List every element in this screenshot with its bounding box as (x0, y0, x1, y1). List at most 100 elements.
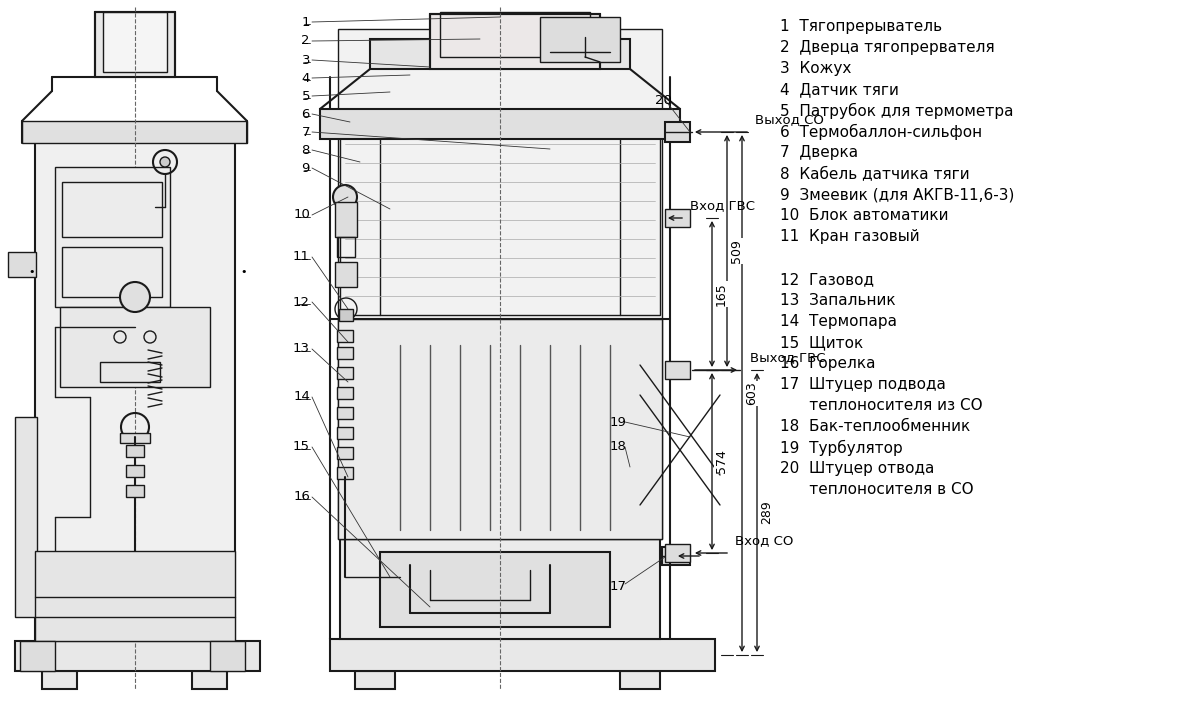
Bar (337, 407, 353, 419)
Bar (665, 361, 690, 379)
Text: 289: 289 (760, 500, 773, 524)
Bar (335, 262, 358, 287)
Text: 5  Патрубок для термометра: 5 Патрубок для термометра (780, 103, 1014, 119)
Bar (62, 182, 162, 237)
Bar (662, 547, 690, 565)
Bar (540, 17, 620, 62)
Bar (665, 544, 690, 562)
Bar (337, 467, 353, 479)
Bar (665, 122, 690, 142)
Text: 14  Термопара: 14 Термопара (780, 314, 897, 329)
Bar (320, 109, 680, 139)
Text: Вход СО: Вход СО (735, 534, 793, 548)
Bar (62, 247, 162, 297)
Bar (337, 237, 355, 257)
Bar (337, 29, 662, 539)
Text: 20: 20 (655, 93, 671, 107)
Bar (337, 330, 353, 342)
Text: Выход СО: Выход СО (755, 113, 824, 126)
Bar (337, 367, 353, 379)
Text: 4  Датчик тяги: 4 Датчик тяги (780, 82, 899, 97)
Text: 15: 15 (292, 440, 310, 453)
Text: 165: 165 (715, 282, 728, 306)
Bar (54, 167, 170, 307)
Text: 574: 574 (715, 450, 728, 473)
Text: 17  Штуцер подвода: 17 Штуцер подвода (780, 377, 946, 392)
Text: 9  Змеевик (для АКГВ-11,6-3): 9 Змеевик (для АКГВ-11,6-3) (780, 187, 1015, 202)
Text: 20  Штуцер отвода: 20 Штуцер отвода (780, 461, 934, 476)
Bar (665, 209, 690, 227)
Text: 3  Кожух: 3 Кожух (780, 61, 851, 76)
Bar (22, 121, 247, 143)
Bar (620, 671, 659, 689)
Text: 18: 18 (610, 440, 626, 453)
Text: 7  Дверка: 7 Дверка (780, 145, 858, 160)
Bar (337, 447, 353, 459)
Bar (380, 552, 610, 627)
Text: 2  Дверца тягопрервателя: 2 Дверца тягопрервателя (780, 40, 995, 55)
Bar (335, 202, 358, 237)
Text: 10: 10 (294, 209, 310, 222)
Text: 1: 1 (302, 16, 310, 29)
Bar (20, 641, 54, 671)
Circle shape (160, 157, 170, 167)
Text: 6: 6 (302, 108, 310, 120)
Text: 7: 7 (302, 125, 310, 138)
Text: 11  Кран газовый: 11 Кран газовый (780, 229, 920, 244)
Bar (355, 671, 395, 689)
Text: •: • (28, 267, 34, 277)
Bar (103, 12, 167, 72)
Text: 16  Горелка: 16 Горелка (780, 356, 875, 371)
Bar (99, 362, 160, 382)
Bar (440, 12, 590, 57)
Bar (126, 445, 144, 457)
Bar (192, 671, 227, 689)
Text: 13  Запальник: 13 Запальник (780, 293, 895, 308)
Text: Выход ГВС: Выход ГВС (749, 351, 825, 364)
Bar (337, 347, 353, 359)
Text: 15  Щиток: 15 Щиток (780, 335, 863, 350)
Text: 13: 13 (292, 343, 310, 356)
Bar (337, 387, 353, 399)
Bar (340, 539, 659, 639)
Text: 1  Тягопрерыватель: 1 Тягопрерыватель (780, 19, 942, 34)
Text: 14: 14 (294, 391, 310, 404)
Text: 16: 16 (294, 490, 310, 503)
Text: 8: 8 (302, 143, 310, 156)
Bar (337, 319, 662, 539)
Text: 10  Блок автоматики: 10 Блок автоматики (780, 208, 948, 223)
Text: 12: 12 (292, 295, 310, 308)
Bar (15, 417, 37, 617)
Text: 18  Бак-теплообменник: 18 Бак-теплообменник (780, 419, 970, 434)
Text: 19  Турбулятор: 19 Турбулятор (780, 440, 902, 456)
Bar (36, 141, 234, 641)
Text: 9: 9 (302, 161, 310, 174)
Bar (126, 485, 144, 497)
Bar (95, 12, 175, 77)
Circle shape (333, 185, 358, 209)
Text: Вход ГВС: Вход ГВС (690, 199, 755, 212)
Bar (120, 433, 150, 443)
Circle shape (120, 282, 150, 312)
Text: 3: 3 (302, 54, 310, 67)
Bar (330, 639, 715, 671)
Bar (15, 641, 260, 671)
Bar (41, 671, 77, 689)
Bar (126, 465, 144, 477)
Bar (430, 14, 600, 69)
Text: •: • (240, 267, 246, 277)
Bar (8, 252, 36, 277)
Text: 11: 11 (292, 250, 310, 264)
Text: теплоносителя в СО: теплоносителя в СО (780, 482, 973, 497)
Bar (36, 551, 234, 641)
Text: 8  Кабель датчика тяги: 8 Кабель датчика тяги (780, 166, 970, 181)
Bar (337, 427, 353, 439)
Text: 19: 19 (610, 415, 626, 429)
Bar (60, 307, 210, 387)
Text: 2: 2 (302, 34, 310, 47)
Text: 5: 5 (302, 90, 310, 103)
Text: 12  Газовод: 12 Газовод (780, 272, 874, 287)
Text: 509: 509 (731, 239, 744, 263)
Bar (210, 641, 245, 671)
Text: 17: 17 (610, 581, 628, 594)
